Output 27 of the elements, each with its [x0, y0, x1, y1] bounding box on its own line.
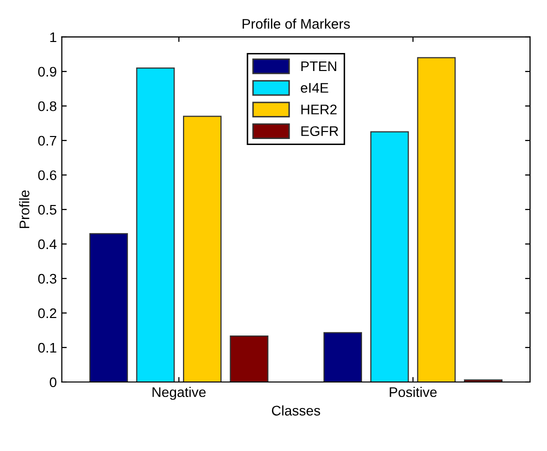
y-tick-label: 1 — [50, 32, 56, 42]
bar — [417, 57, 456, 382]
y-tick-label: 0.5 — [38, 204, 56, 215]
y-tick-label: 0 — [50, 377, 56, 388]
bar — [370, 131, 409, 382]
legend-label: HER2 — [301, 104, 337, 114]
bar — [323, 332, 362, 382]
x-tick-label: Positive — [390, 386, 437, 398]
y-tick-label: 0.6 — [38, 170, 56, 180]
chart-title: Profile of Markers — [242, 18, 350, 29]
y-tick-label: 0.2 — [38, 308, 56, 318]
legend-label: eI4E — [300, 83, 328, 93]
bar — [230, 336, 268, 382]
y-tick-label: 0.4 — [38, 239, 57, 250]
y-tick-label: 0.9 — [38, 66, 56, 77]
bar — [182, 116, 222, 382]
x-axis-title: Classes — [272, 405, 320, 416]
y-tick-label: 0.8 — [38, 101, 56, 112]
y-axis-title: Profile — [19, 190, 30, 228]
legend-label: EGFR — [301, 126, 338, 136]
y-tick-label: 0.1 — [38, 342, 56, 353]
bar — [136, 67, 175, 382]
x-tick-label: Negative — [152, 386, 206, 400]
legend-label: PTEN — [301, 61, 336, 72]
y-tick-label: 0.3 — [38, 274, 56, 284]
y-tick-label: 0.7 — [38, 136, 56, 146]
bar — [89, 233, 128, 382]
